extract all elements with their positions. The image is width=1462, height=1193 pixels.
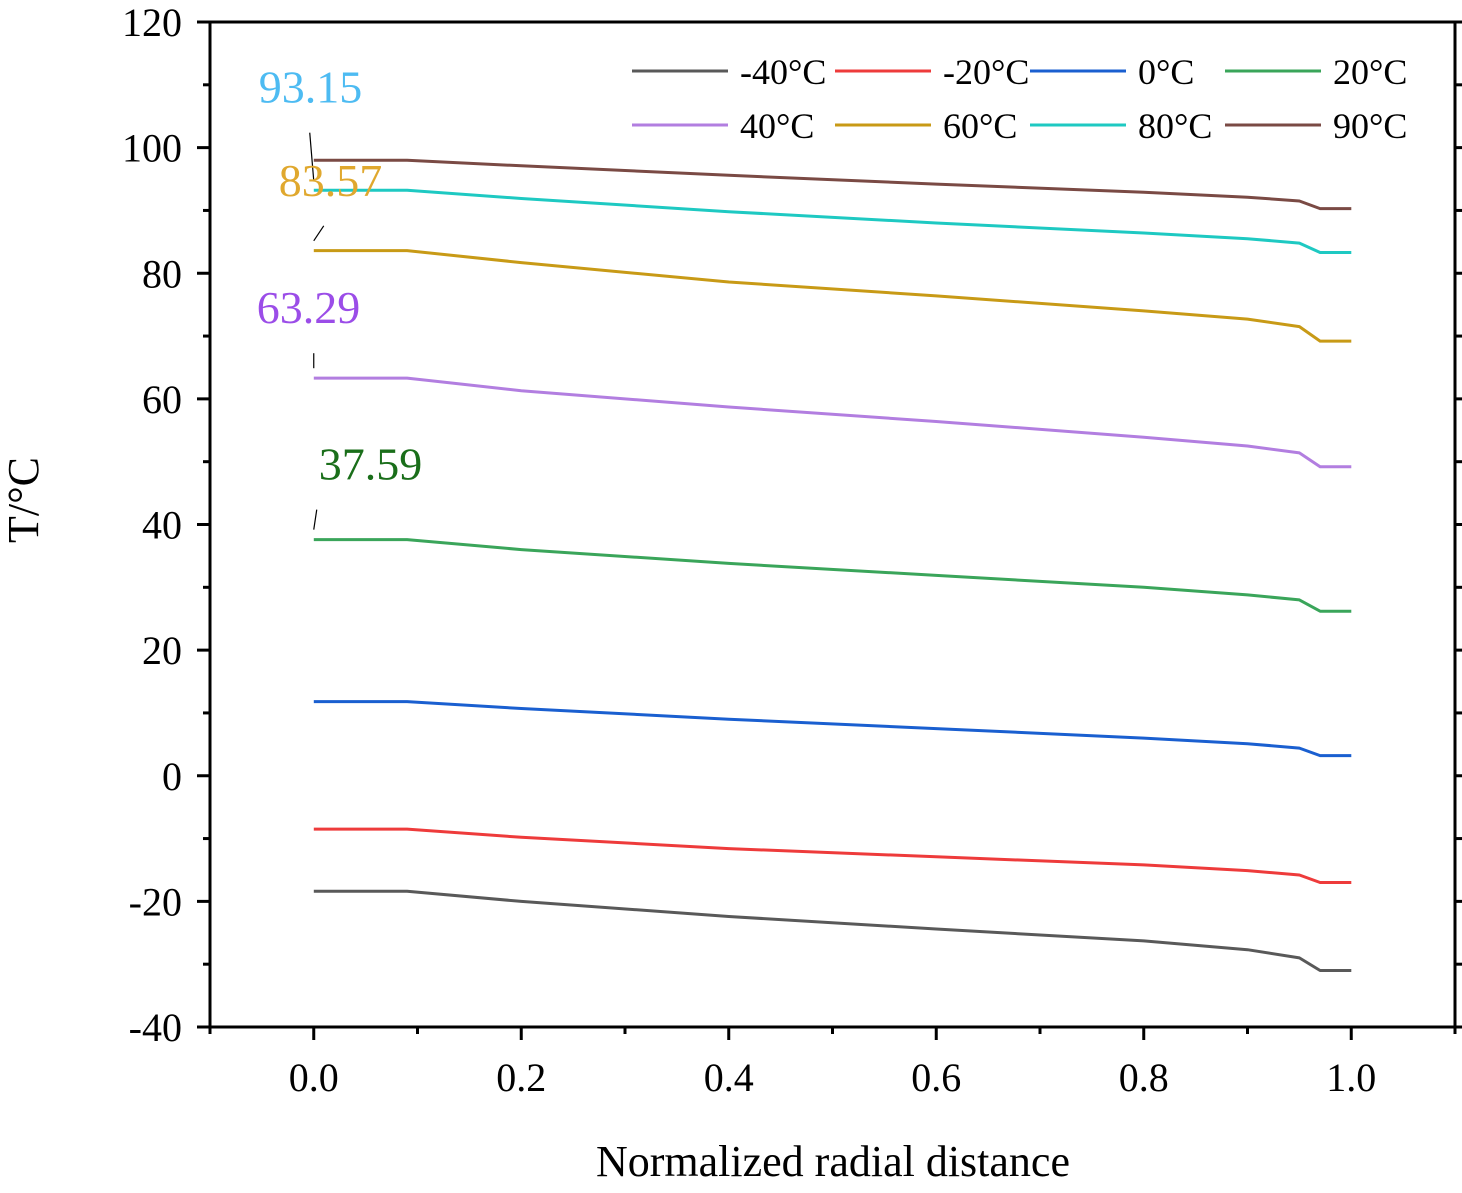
y-tick-label: 40 <box>142 503 182 548</box>
legend-label: 90°C <box>1333 106 1407 146</box>
series-line-7 <box>313 158 1352 211</box>
y-tick-label: 120 <box>122 0 182 45</box>
y-tick-label: 60 <box>142 377 182 422</box>
x-tick-label: 0.6 <box>911 1055 961 1100</box>
x-axis-title: Normalized radial distance <box>596 1137 1070 1186</box>
annotation-layer: 93.15 83.57 63.29 37.59 <box>257 62 423 530</box>
x-tick-label: 1.0 <box>1326 1055 1376 1100</box>
legend: -40°C -20°C 0°C 20°C 40°C 60°C 80°C 90°C <box>632 52 1407 146</box>
annotation-leader <box>313 509 318 530</box>
legend-label: -20°C <box>943 52 1029 92</box>
series-line-1 <box>313 827 1352 884</box>
y-tick-label: 100 <box>122 126 182 171</box>
annotation-leader <box>309 132 315 181</box>
series-line-0 <box>313 889 1352 972</box>
series-line-4 <box>313 376 1352 469</box>
y-tick-label: -20 <box>129 879 182 924</box>
axis-ticks: -40 -20 0 20 40 60 80 100 120 0.0 0.2 0.4 0.6 0.8 1.0 <box>122 0 1462 1100</box>
annotation-label: 93.15 <box>259 62 363 113</box>
legend-label: 0°C <box>1138 52 1194 92</box>
legend-label: 40°C <box>740 106 814 146</box>
annotation-label: 83.57 <box>279 155 383 206</box>
series-line-2 <box>313 700 1352 758</box>
plot-frame <box>208 20 1457 1029</box>
annotation-leader <box>313 225 325 242</box>
series-line-5 <box>313 249 1352 343</box>
x-tick-label: 0.0 <box>289 1055 339 1100</box>
series-line-6 <box>313 188 1352 254</box>
x-tick-label: 0.4 <box>704 1055 754 1100</box>
legend-label: 20°C <box>1333 52 1407 92</box>
annotation-label: 37.59 <box>319 439 423 490</box>
annotation-label: 63.29 <box>257 282 361 333</box>
y-tick-label: 80 <box>142 251 182 296</box>
series-layer <box>313 158 1352 972</box>
plot-border <box>208 20 1457 1029</box>
y-tick-label: -40 <box>129 1005 182 1050</box>
series-line-3 <box>313 538 1352 613</box>
y-tick-label: 20 <box>142 628 182 673</box>
y-axis-title: T/°C <box>0 457 48 543</box>
legend-label: 60°C <box>943 106 1017 146</box>
legend-label: -40°C <box>740 52 826 92</box>
x-tick-label: 0.2 <box>496 1055 546 1100</box>
legend-label: 80°C <box>1138 106 1212 146</box>
x-tick-label: 0.8 <box>1119 1055 1169 1100</box>
y-tick-label: 0 <box>162 754 182 799</box>
